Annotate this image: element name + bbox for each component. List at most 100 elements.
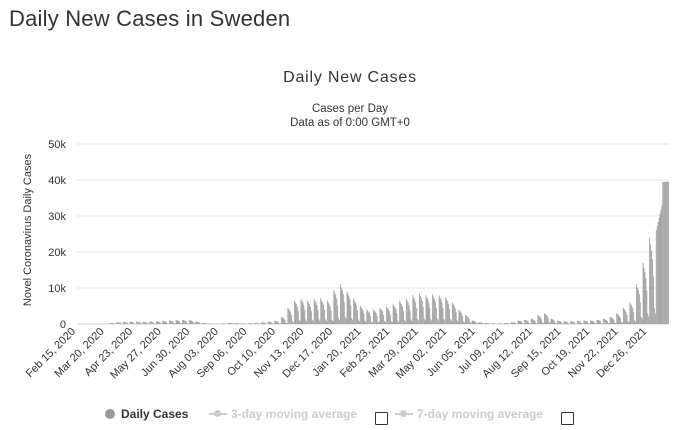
daily-case-bar[interactable] <box>187 323 189 324</box>
daily-case-bar[interactable] <box>664 181 666 324</box>
daily-case-bar[interactable] <box>237 323 239 324</box>
daily-case-bar[interactable] <box>417 318 418 324</box>
daily-case-bar[interactable] <box>166 322 168 324</box>
daily-case-bar[interactable] <box>263 322 264 324</box>
daily-case-bar[interactable] <box>626 315 628 324</box>
daily-case-bar[interactable] <box>499 323 501 324</box>
daily-case-bar[interactable] <box>603 318 605 324</box>
daily-case-bar[interactable] <box>508 323 510 324</box>
daily-case-bar[interactable] <box>581 323 583 324</box>
daily-case-bar[interactable] <box>454 307 456 324</box>
daily-case-bar[interactable] <box>556 323 558 324</box>
daily-case-bar[interactable] <box>531 319 533 324</box>
daily-case-bar[interactable] <box>243 323 245 324</box>
daily-case-bar[interactable] <box>436 318 438 324</box>
daily-case-bar[interactable] <box>330 311 332 324</box>
daily-case-bar[interactable] <box>363 314 365 324</box>
daily-case-bar[interactable] <box>622 307 624 324</box>
daily-case-bar[interactable] <box>360 307 362 324</box>
daily-case-bar[interactable] <box>544 314 546 324</box>
daily-case-bar[interactable] <box>123 322 125 324</box>
daily-case-bar[interactable] <box>618 314 620 324</box>
daily-case-bar[interactable] <box>565 321 567 324</box>
daily-case-bar[interactable] <box>635 321 636 324</box>
daily-case-bar[interactable] <box>450 319 451 324</box>
legend-item-7-day-average[interactable]: 7-day moving average <box>395 407 543 421</box>
daily-case-bar[interactable] <box>186 323 188 324</box>
daily-case-bar[interactable] <box>299 321 301 324</box>
daily-case-bar[interactable] <box>286 323 288 324</box>
daily-case-bar[interactable] <box>326 320 327 324</box>
daily-case-bar[interactable] <box>250 323 252 324</box>
daily-case-bar[interactable] <box>558 320 559 324</box>
daily-case-bar[interactable] <box>290 311 292 324</box>
daily-case-bar[interactable] <box>458 309 460 324</box>
daily-case-bar[interactable] <box>180 323 182 324</box>
daily-case-bar[interactable] <box>289 310 291 324</box>
daily-case-bar[interactable] <box>650 244 652 324</box>
daily-case-bar[interactable] <box>365 321 367 324</box>
daily-case-bar[interactable] <box>511 322 512 324</box>
daily-case-bar[interactable] <box>300 298 302 324</box>
daily-case-bar[interactable] <box>512 322 513 324</box>
daily-case-bar[interactable] <box>405 298 407 324</box>
daily-case-bar[interactable] <box>178 321 180 324</box>
daily-case-bar[interactable] <box>585 320 587 324</box>
daily-case-bar[interactable] <box>310 306 311 324</box>
daily-case-bar[interactable] <box>452 304 454 324</box>
daily-case-bar[interactable] <box>373 309 374 324</box>
daily-case-bar[interactable] <box>461 313 463 324</box>
daily-case-bar[interactable] <box>632 307 634 324</box>
daily-case-bar[interactable] <box>358 320 360 324</box>
daily-case-bar[interactable] <box>378 322 380 324</box>
daily-case-bar[interactable] <box>605 319 606 324</box>
daily-case-bar[interactable] <box>467 317 469 324</box>
daily-case-bar[interactable] <box>667 181 668 324</box>
daily-case-bar[interactable] <box>654 313 656 324</box>
daily-case-bar[interactable] <box>412 295 414 324</box>
daily-case-bar[interactable] <box>222 323 224 324</box>
daily-case-bar[interactable] <box>598 320 600 324</box>
daily-case-bar[interactable] <box>129 321 131 324</box>
daily-case-bar[interactable] <box>408 305 410 324</box>
daily-case-bar[interactable] <box>388 309 389 324</box>
daily-case-bar[interactable] <box>138 322 139 324</box>
daily-case-bar[interactable] <box>543 322 544 324</box>
daily-case-bar[interactable] <box>388 311 390 324</box>
daily-case-bar[interactable] <box>536 323 538 324</box>
daily-case-bar[interactable] <box>660 209 662 324</box>
daily-case-bar[interactable] <box>315 302 317 324</box>
daily-case-bar[interactable] <box>275 321 277 324</box>
daily-case-bar[interactable] <box>602 323 604 324</box>
daily-case-bar[interactable] <box>322 301 324 324</box>
daily-case-bar[interactable] <box>158 321 160 324</box>
daily-case-bar[interactable] <box>537 315 539 324</box>
daily-case-bar[interactable] <box>311 319 313 324</box>
daily-case-bar[interactable] <box>152 322 153 324</box>
daily-case-bar[interactable] <box>267 321 269 324</box>
daily-case-bar[interactable] <box>607 323 609 324</box>
daily-case-bar[interactable] <box>131 321 133 324</box>
daily-case-bar[interactable] <box>231 323 232 324</box>
daily-case-bar[interactable] <box>329 306 331 324</box>
daily-case-bar[interactable] <box>328 304 330 324</box>
daily-case-bar[interactable] <box>431 320 433 324</box>
daily-case-bar[interactable] <box>391 321 393 324</box>
daily-case-bar[interactable] <box>325 319 326 324</box>
daily-case-bar[interactable] <box>208 323 210 324</box>
daily-case-bar[interactable] <box>614 322 616 324</box>
daily-case-bar[interactable] <box>317 310 319 324</box>
daily-case-bar[interactable] <box>450 320 452 324</box>
daily-case-bar[interactable] <box>238 323 240 325</box>
daily-case-bar[interactable] <box>522 323 524 324</box>
daily-case-bar[interactable] <box>662 181 664 324</box>
daily-case-bar[interactable] <box>264 323 266 324</box>
daily-case-bar[interactable] <box>506 323 508 324</box>
daily-case-bar[interactable] <box>193 323 195 324</box>
daily-case-bar[interactable] <box>338 317 340 324</box>
daily-case-bar[interactable] <box>343 302 345 324</box>
daily-case-bar[interactable] <box>257 323 259 324</box>
daily-case-bar[interactable] <box>443 318 445 324</box>
daily-case-bar[interactable] <box>410 319 412 324</box>
daily-case-bar[interactable] <box>494 323 496 324</box>
